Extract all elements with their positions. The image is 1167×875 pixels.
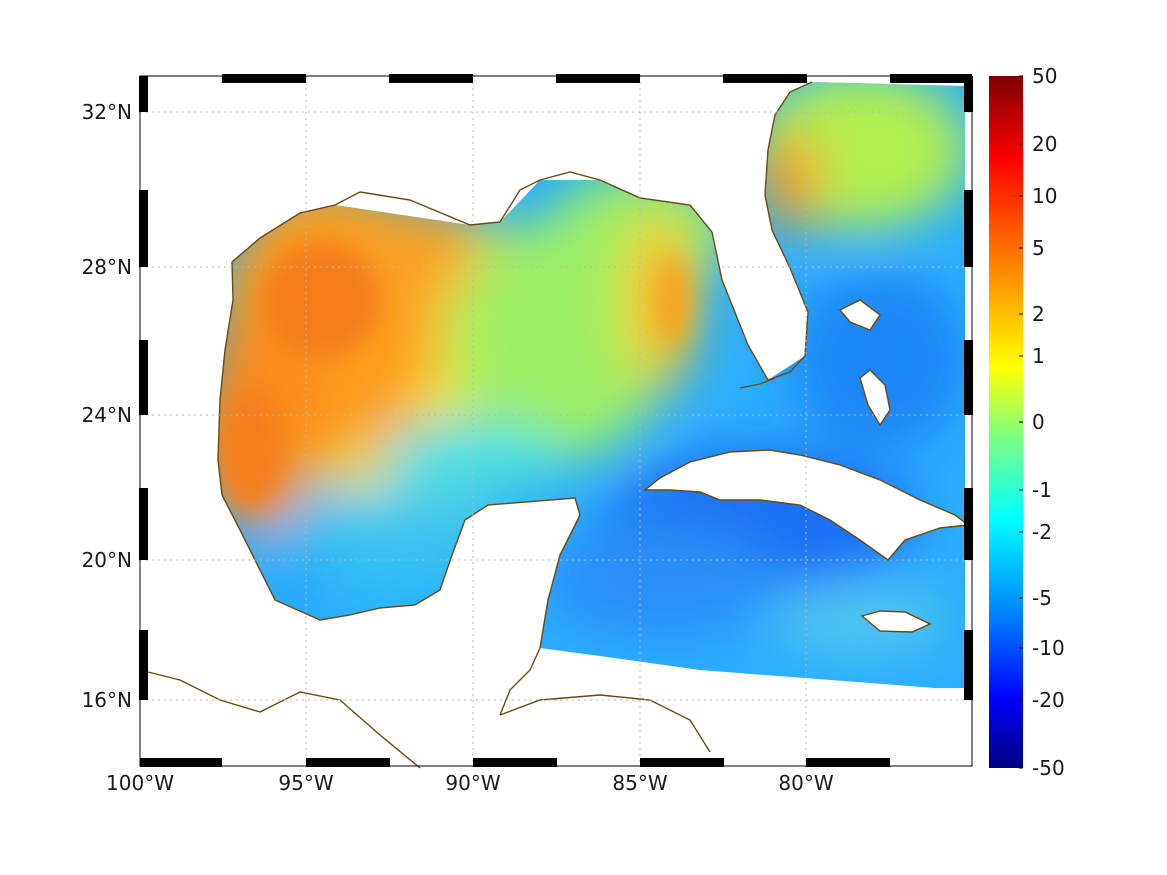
map-frame [139,74,973,767]
y-tick-label-24n: 24°N [82,403,132,427]
graticule [140,76,972,766]
colorbar-tick-label: -5 [1032,586,1052,610]
y-tick-label-28n: 28°N [82,255,132,279]
colorbar-tick-label: 0 [1032,410,1045,434]
x-tick-label-90w: 90°W [445,771,500,795]
x-axis-ticks: 100°W 95°W 90°W 85°W 80°W [106,771,834,795]
colorbar-tick-label: -20 [1032,688,1065,712]
y-tick-label-16n: 16°N [82,688,132,712]
colorbar-tick-label: 20 [1032,132,1057,156]
colorbar-tick-label: 50 [1032,64,1057,88]
x-tick-label-95w: 95°W [278,771,333,795]
x-tick-label-85w: 85°W [612,771,667,795]
colorbar-tick-label: -10 [1032,636,1065,660]
colorbar-tick-label: -50 [1032,756,1065,780]
colorbar-tick-label: 10 [1032,184,1057,208]
islands [643,299,970,633]
y-axis-ticks: 32°N 28°N 24°N 20°N 16°N [82,100,132,712]
coastline [139,81,813,769]
y-tick-label-20n: 20°N [82,548,132,572]
colorbar-tick-label: -2 [1032,520,1052,544]
x-tick-label-100w: 100°W [106,771,174,795]
data-field [218,82,965,688]
y-tick-label-32n: 32°N [82,100,132,124]
colorbar-tick-label: -1 [1032,478,1052,502]
colorbar-tick-label: 5 [1032,236,1045,260]
colorbar-tick-label: 2 [1032,302,1045,326]
x-tick-label-80w: 80°W [778,771,833,795]
colorbar-tick-label: 1 [1032,344,1045,368]
colorbar-gradient [989,76,1023,768]
